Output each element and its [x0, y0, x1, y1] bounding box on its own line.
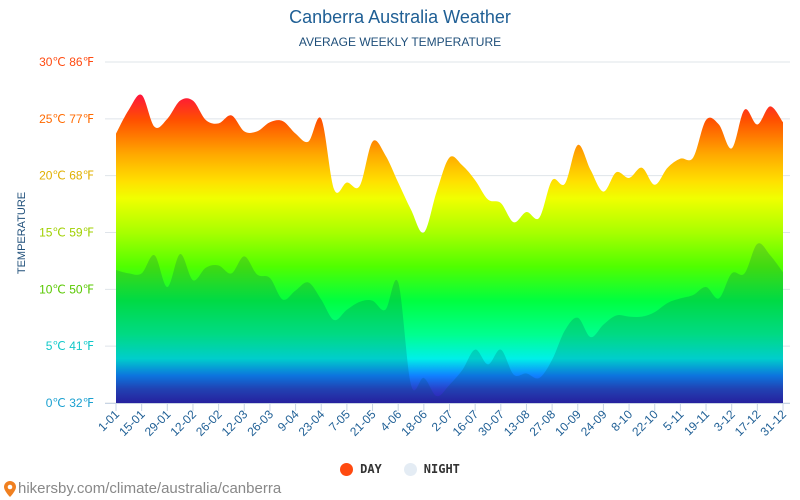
x-tick-label: 27-08 [527, 407, 559, 439]
legend-label-night: NIGHT [423, 462, 460, 476]
y-tick-label: 10℃ 50℉ [39, 282, 94, 296]
x-tick-label: 18-06 [398, 407, 430, 439]
x-tick-label: 13-08 [501, 407, 533, 439]
map-pin-icon [4, 480, 16, 497]
x-tick-label: 22-10 [629, 407, 661, 439]
chart: 0℃ 32℉ 5℃ 41℉ 10℃ 50℉ 15℃ 59℉ 20℃ 68℉ 25℃ 77℉… [16, 55, 790, 439]
night-dot-icon [403, 462, 417, 476]
x-tick-label: 19-11 [681, 407, 712, 438]
y-tick-label: 0℃ 32℉ [46, 396, 94, 410]
x-tick-label: 12-02 [167, 407, 199, 439]
x-tick-label: 17-12 [732, 407, 764, 439]
x-tick-label: 15-01 [116, 407, 148, 439]
legend-item-day[interactable]: DAY [340, 462, 382, 476]
y-tick-label: 5℃ 41℉ [46, 339, 94, 353]
legend-item-night[interactable]: NIGHT [403, 462, 460, 476]
chart-title: Canberra Australia Weather [289, 7, 511, 27]
x-tick-label: 30-07 [475, 407, 507, 439]
y-tick-label: 20℃ 68℉ [39, 169, 94, 183]
x-tick-label: 24-09 [578, 407, 610, 439]
y-tick-label: 30℃ 86℉ [39, 55, 94, 69]
x-tick-label: 21-05 [347, 407, 379, 439]
x-tick-label: 31-12 [758, 407, 790, 439]
x-tick-label: 16-07 [450, 407, 482, 439]
x-tick-label: 23-04 [296, 407, 328, 439]
x-tick-label: 29-01 [142, 407, 174, 439]
night-area-shade [116, 243, 783, 403]
day-dot-icon [340, 462, 354, 476]
source-text: hikersby.com/climate/australia/canberra [18, 480, 282, 497]
x-tick-label: 26-03 [244, 407, 276, 439]
source-link[interactable]: hikersby.com/climate/australia/canberra [4, 480, 281, 497]
legend-label-day: DAY [360, 462, 382, 476]
y-tick-label: 15℃ 59℉ [39, 226, 94, 240]
y-tick-label: 25℃ 77℉ [39, 112, 94, 126]
x-tick-label: 12-03 [219, 407, 251, 439]
y-axis-label: TEMPERATURE [16, 192, 28, 274]
x-tick-label: 26-02 [193, 407, 225, 439]
x-tick-label: 10-09 [552, 407, 584, 439]
legend: DAY NIGHT [0, 462, 800, 476]
chart-subtitle: AVERAGE WEEKLY TEMPERATURE [298, 35, 502, 49]
night-area [116, 243, 783, 403]
